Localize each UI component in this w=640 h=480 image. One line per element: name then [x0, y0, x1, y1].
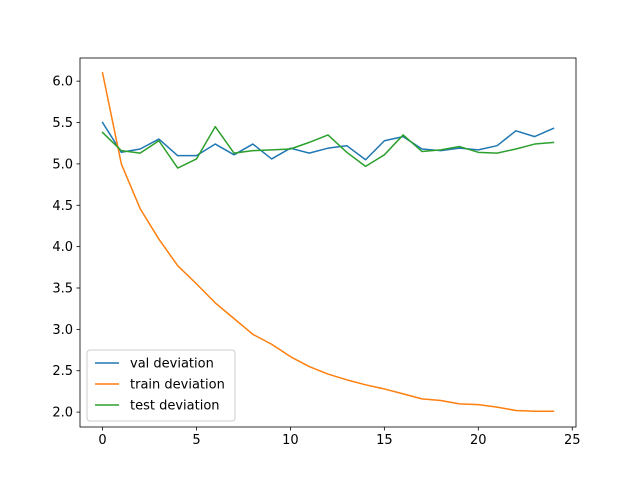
legend-box [86, 349, 236, 422]
y-tick-label: 2.0 [52, 406, 73, 421]
x-tick-label: 25 [564, 433, 581, 448]
y-tick-label: 4.0 [52, 240, 73, 255]
y-tick-label: 2.5 [52, 364, 73, 379]
x-tick-label: 20 [470, 433, 487, 448]
legend-label: test deviation [130, 399, 220, 414]
y-tick-label: 3.0 [52, 323, 73, 338]
x-tick-label: 15 [376, 433, 393, 448]
series-line-test-deviation [101, 125, 555, 169]
legend-label: train deviation [130, 378, 225, 393]
x-tick-label: 0 [98, 433, 106, 448]
y-tick-label: 5.5 [52, 116, 73, 131]
y-tick-label: 3.5 [52, 282, 73, 297]
y-tick-label: 4.5 [52, 199, 73, 214]
axes-frame [79, 57, 577, 428]
axes: 0 5 10 15 20 25 2.0 2.5 3.0 3.5 4.0 4.5 5.0 5.5 6.0 [52, 57, 581, 448]
y-tick-label: 5.0 [52, 157, 73, 172]
y-tick-label: 6.0 [52, 75, 73, 90]
x-tick-label: 10 [282, 433, 299, 448]
x-tick-label: 5 [192, 433, 200, 448]
legend: val deviation train deviation test deviati… [86, 349, 236, 422]
series-line-train-deviation [101, 72, 555, 413]
legend-label: val deviation [130, 357, 214, 372]
series-line-val-deviation [101, 121, 555, 161]
plot-area [101, 72, 555, 413]
